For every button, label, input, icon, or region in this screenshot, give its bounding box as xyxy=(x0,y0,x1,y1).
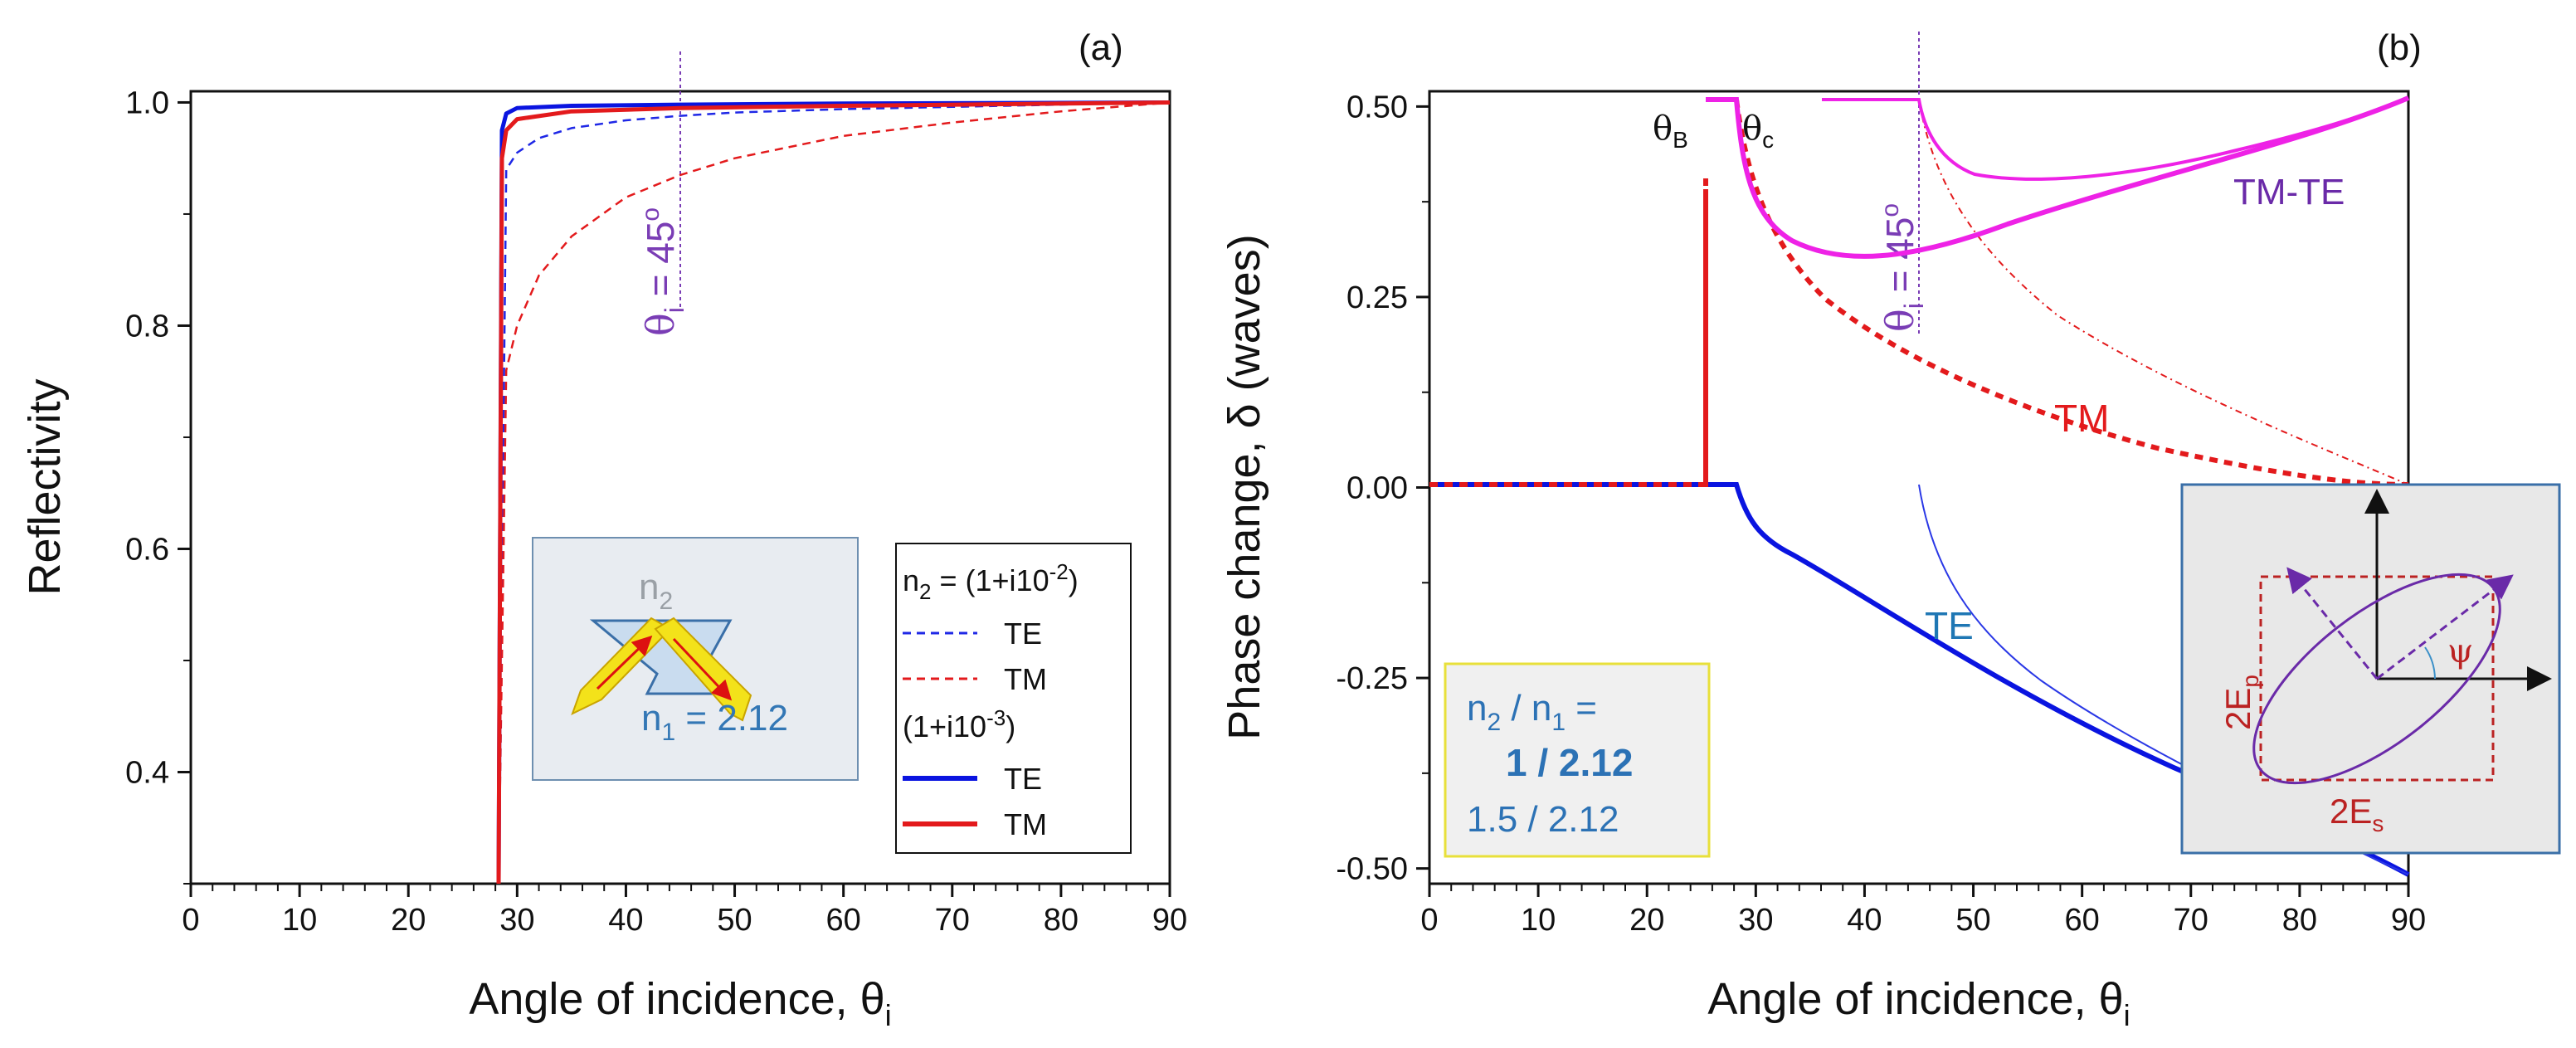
legend-header-2: (1+i10-3) xyxy=(903,705,1015,743)
ratio-box: n2 / n1 = 1 / 2.12 1.5 / 2.12 xyxy=(1444,662,1711,858)
x-tick-label: 20 xyxy=(391,903,426,938)
te-solid-reflectivity-curve xyxy=(496,100,1171,885)
y-tick-label: 0.4 xyxy=(125,755,169,790)
x-tick-label: 30 xyxy=(499,903,534,938)
x-tick-label: 90 xyxy=(2391,903,2426,938)
y-tick-label: 0.50 xyxy=(1346,90,1408,124)
y-tick-label: 0.8 xyxy=(125,309,169,344)
psi-arc xyxy=(2424,646,2436,680)
panel-b: 0 10 20 30 40 50 60 70 80 90 -0.50 -0.25 0.00 0.25 0.… xyxy=(1220,27,2561,1032)
y-axis-title-b: Phase change, δ (waves) xyxy=(1220,234,1269,739)
y-tick-label: 1.0 xyxy=(125,85,169,120)
legend-box-a xyxy=(895,543,1132,854)
ep-label: 2Ep xyxy=(2218,675,2263,730)
te-label: TE xyxy=(1925,604,1974,647)
panel-label-b: (b) xyxy=(2377,27,2422,68)
x-tick-label: 60 xyxy=(826,903,861,938)
tm-phase-curve-thin xyxy=(1918,99,2409,485)
legend-tm-solid-label: TM xyxy=(1004,807,1047,841)
x-tick-label: 70 xyxy=(935,903,970,938)
y-tick-label: 0.25 xyxy=(1346,280,1408,315)
ray-out-arrow xyxy=(672,637,733,701)
ray-in-arrow xyxy=(596,635,653,690)
ratio-box-frame xyxy=(1444,662,1711,858)
x-tick-label: 50 xyxy=(717,903,752,938)
y-axis-title-a: Reflectivity xyxy=(20,378,70,595)
ratio-line-2: 1 / 2.12 xyxy=(1506,741,1633,784)
prism-inset: n2 n1 = 2.12 xyxy=(532,537,859,781)
tm-te-curve xyxy=(1706,95,2410,259)
y-ticks-a: 0.4 0.6 0.8 1.0 xyxy=(125,85,191,885)
x-tick-label: 10 xyxy=(282,903,317,938)
legend-tm-dashed-label: TM xyxy=(1004,662,1047,696)
x-tick-label: 0 xyxy=(182,903,199,938)
y-tick-label: 0.6 xyxy=(125,532,169,567)
series-lines-a xyxy=(496,100,1171,885)
es-label: 2Es xyxy=(2330,792,2384,836)
minor-axis-arrow xyxy=(2286,567,2379,680)
psi-label: ψ xyxy=(2447,632,2473,670)
x-axis-title-b: Angle of incidence, θi xyxy=(1707,974,2130,1032)
n1-label: n1 = 2.12 xyxy=(641,698,788,746)
panel-a: 0 10 20 30 40 50 60 70 80 90 0.4 0.6 0.8 1.0 θi = 45… xyxy=(20,27,1187,1032)
x-tick-label: 50 xyxy=(1955,903,1990,938)
legend-a: n2 = (1+i10-2) TE TM (1+i10-3) TE TM xyxy=(895,543,1132,854)
te-dashed-reflectivity-curve xyxy=(497,101,1171,885)
panel-label-a: (a) xyxy=(1079,27,1123,68)
tm-te-curve-thin xyxy=(1822,96,2409,181)
x-ticks-a: 0 10 20 30 40 50 60 70 80 90 xyxy=(182,884,1187,938)
tm-dashed-reflectivity-curve xyxy=(497,101,1171,885)
y-ticks-b: -0.50 -0.25 0.00 0.25 0.50 xyxy=(1336,90,1429,887)
major-axis-arrow xyxy=(2376,574,2514,680)
ellipse-inset: ψ 2Ep 2Es xyxy=(2180,483,2561,855)
x-tick-label: 80 xyxy=(2282,903,2317,938)
n2-label: n2 xyxy=(639,567,673,615)
x-ticks-b: 0 10 20 30 40 50 60 70 80 90 xyxy=(1420,884,2426,938)
ratio-line-1: n2 / n1 = xyxy=(1467,688,1597,736)
y-tick-label: -0.50 xyxy=(1336,852,1408,887)
ellipse-inset-box xyxy=(2180,483,2561,855)
x-tick-label: 60 xyxy=(2065,903,2100,938)
angle-45-label-a: θi = 45o xyxy=(637,207,689,336)
x-tick-label: 40 xyxy=(1847,903,1882,938)
x-tick-label: 80 xyxy=(1044,903,1079,938)
tm-label: TM xyxy=(2054,397,2109,440)
x-tick-label: 10 xyxy=(1521,903,1556,938)
theta-b-label: θB xyxy=(1653,110,1688,153)
angle-45-label-b: θi = 45o xyxy=(1877,203,1929,332)
x-axis-title-a: Angle of incidence, θi xyxy=(469,974,891,1032)
x-tick-label: 30 xyxy=(1738,903,1773,938)
x-tick-label: 40 xyxy=(608,903,643,938)
tm-solid-reflectivity-curve xyxy=(496,100,1171,885)
theta-c-label: θc xyxy=(1742,110,1774,153)
x-tick-label: 90 xyxy=(1152,903,1187,938)
y-tick-label: -0.25 xyxy=(1336,661,1408,696)
legend-te-dashed-label: TE xyxy=(1004,617,1042,651)
legend-header-1: n2 = (1+i10-2) xyxy=(903,559,1079,604)
y-tick-label: 0.00 xyxy=(1346,471,1408,506)
x-tick-label: 20 xyxy=(1629,903,1664,938)
tm-te-label: TM-TE xyxy=(2233,172,2345,212)
ratio-line-3: 1.5 / 2.12 xyxy=(1467,799,1619,840)
x-tick-label: 0 xyxy=(1420,903,1438,938)
legend-te-solid-label: TE xyxy=(1004,762,1042,796)
x-tick-label: 70 xyxy=(2174,903,2208,938)
